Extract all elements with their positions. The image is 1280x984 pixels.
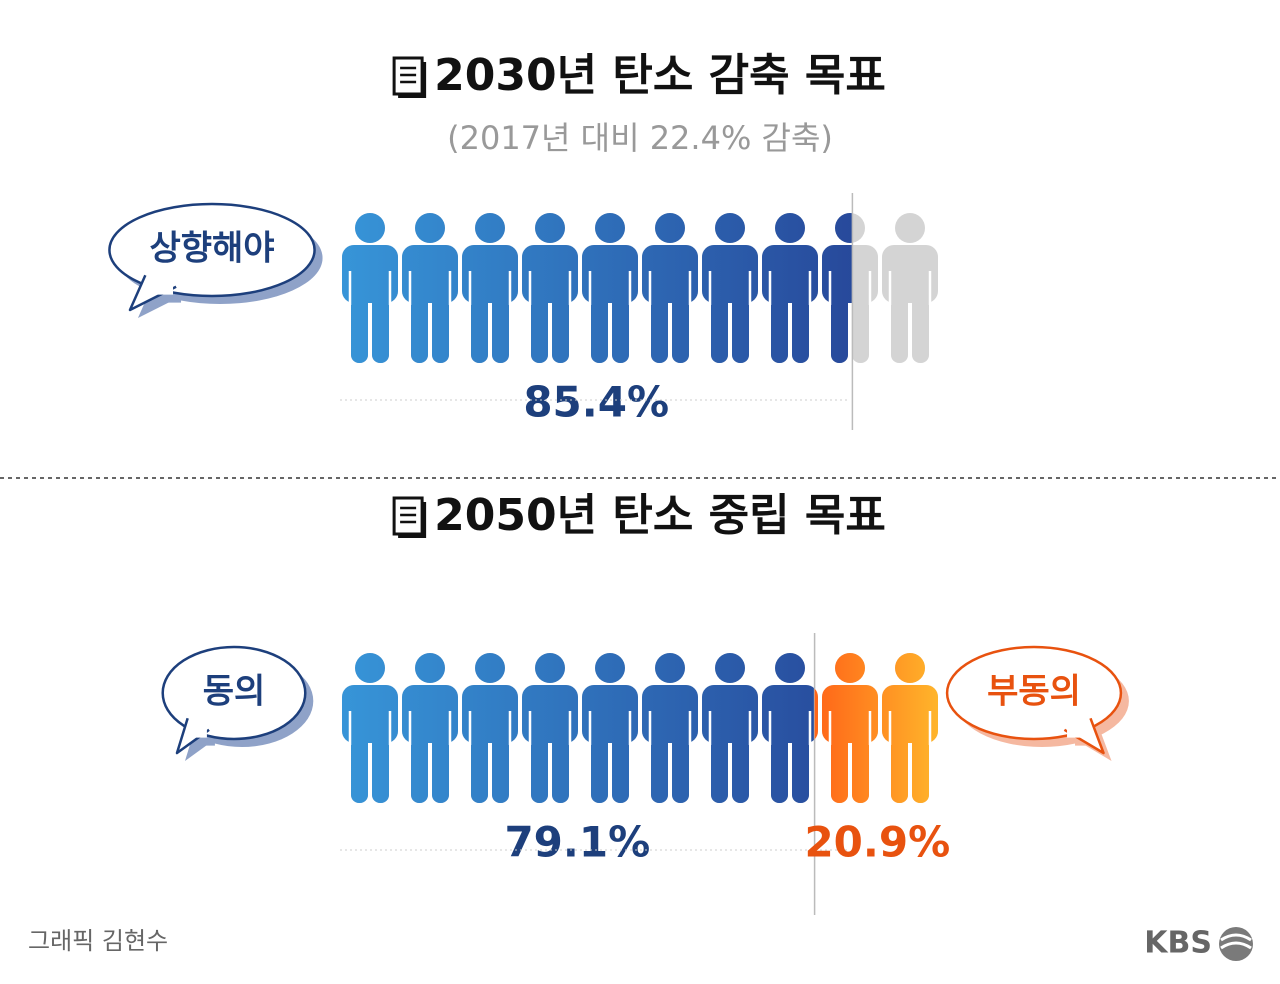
leg	[492, 723, 509, 803]
leg	[351, 723, 368, 803]
value-label: 85.4%	[523, 378, 669, 427]
head	[715, 653, 745, 683]
speech-bubble	[108, 202, 323, 318]
chart-subtitle: (2017년 대비 22.4% 감축)	[447, 119, 833, 157]
head	[895, 213, 925, 243]
torso	[814, 688, 818, 740]
leg	[771, 723, 788, 803]
filled-figures	[342, 653, 815, 803]
head	[535, 653, 565, 683]
speech-bubble	[161, 645, 314, 761]
bubble-body	[945, 645, 1123, 741]
leg	[711, 723, 728, 803]
leg	[852, 283, 869, 363]
leg	[411, 283, 428, 363]
head	[355, 653, 385, 683]
head	[415, 213, 445, 243]
head	[595, 213, 625, 243]
bubble-body	[161, 645, 307, 741]
leg	[792, 283, 809, 363]
title-icon	[392, 56, 427, 98]
leg	[531, 723, 548, 803]
filled-figures	[342, 213, 853, 363]
leg	[771, 283, 788, 363]
head	[655, 213, 685, 243]
leg	[672, 723, 689, 803]
filled-figures	[814, 653, 938, 803]
head	[775, 213, 805, 243]
head	[655, 653, 685, 683]
bubble-join	[189, 718, 207, 738]
leg	[912, 723, 929, 803]
head	[475, 653, 505, 683]
bubble-shape	[945, 645, 1123, 755]
bubble-join	[148, 275, 174, 295]
leg	[651, 283, 668, 363]
leg	[912, 283, 929, 363]
leg	[891, 283, 908, 363]
leg	[552, 283, 569, 363]
head	[355, 213, 385, 243]
leg	[531, 283, 548, 363]
callout-label: 동의	[203, 672, 266, 712]
leg	[732, 283, 749, 363]
head	[835, 653, 865, 683]
head	[475, 213, 505, 243]
bubble-shape	[108, 202, 316, 312]
leg	[711, 283, 728, 363]
leg	[351, 283, 368, 363]
leg	[591, 723, 608, 803]
leg	[552, 723, 569, 803]
leg	[372, 283, 389, 363]
value-label: 20.9%	[804, 818, 950, 867]
chart-title: 2050년 탄소 중립 목표	[434, 490, 886, 541]
bubble-shape	[161, 645, 307, 755]
value-label: 79.1%	[504, 818, 650, 867]
title-icon	[392, 496, 427, 538]
logo: KBS	[1144, 926, 1212, 961]
leg	[471, 283, 488, 363]
speech-bubble	[945, 645, 1129, 761]
bubble-join	[1067, 718, 1088, 738]
leg	[612, 283, 629, 363]
leg	[651, 723, 668, 803]
head	[595, 653, 625, 683]
leg	[852, 723, 869, 803]
head	[835, 213, 853, 243]
leg	[591, 283, 608, 363]
head	[715, 213, 745, 243]
leg	[792, 723, 809, 803]
leg	[432, 723, 449, 803]
leg	[411, 723, 428, 803]
leg	[372, 723, 389, 803]
leg	[471, 723, 488, 803]
chart-title: 2030년 탄소 감축 목표	[434, 50, 886, 101]
head	[415, 653, 445, 683]
leg	[492, 283, 509, 363]
callout-label: 부동의	[987, 672, 1081, 712]
head	[775, 653, 805, 683]
leg	[672, 283, 689, 363]
bubble-body	[108, 202, 316, 298]
leg	[732, 723, 749, 803]
leg	[612, 723, 629, 803]
callout-label: 상향해야	[149, 229, 274, 269]
leg	[891, 723, 908, 803]
credit: 그래픽 김현수	[28, 927, 168, 955]
head	[535, 213, 565, 243]
head	[895, 653, 925, 683]
leg	[432, 283, 449, 363]
leg	[831, 723, 848, 803]
logo-emblem	[1219, 927, 1253, 961]
leg	[831, 283, 848, 363]
